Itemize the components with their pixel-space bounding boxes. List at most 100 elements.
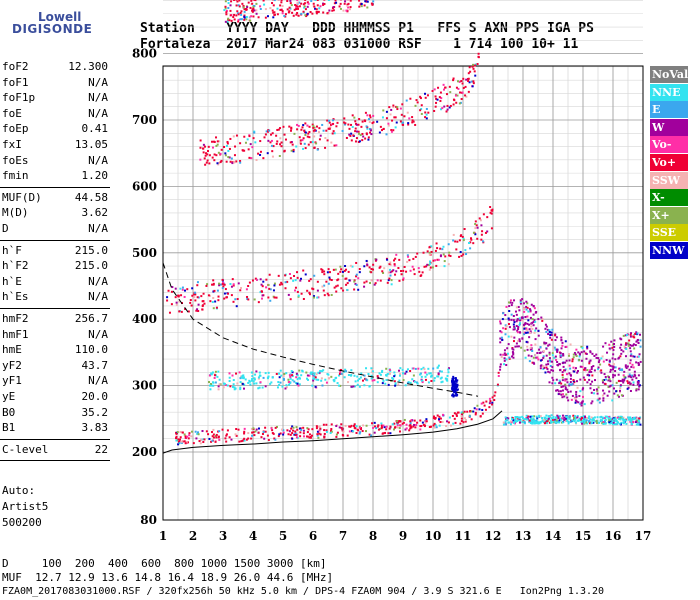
echo-mark	[523, 310, 526, 313]
echo-mark	[597, 386, 600, 389]
echo-mark	[525, 331, 528, 334]
echo-mark	[583, 417, 586, 420]
echo-mark	[253, 298, 256, 301]
echo-mark	[423, 265, 426, 268]
echo-mark	[366, 0, 369, 3]
echo-mark	[235, 160, 238, 163]
echo-mark	[361, 132, 364, 135]
echo-mark	[542, 356, 545, 359]
echo-mark	[541, 419, 544, 422]
echo-mark	[454, 379, 457, 382]
echo-mark	[500, 336, 503, 339]
echo-mark	[296, 382, 299, 385]
param-row-hmf2: hmF2 256.7	[2, 312, 108, 327]
echo-mark	[392, 106, 395, 109]
echo-mark	[370, 367, 373, 370]
echo-mark	[562, 365, 565, 368]
param-row-foes: foEs N/A	[2, 154, 108, 169]
echo-mark	[522, 421, 525, 424]
echo-mark	[440, 381, 443, 384]
echo-mark	[613, 418, 616, 421]
echo-mark	[514, 345, 517, 348]
echo-mark	[622, 419, 625, 422]
echo-mark	[208, 384, 211, 387]
echo-mark	[312, 124, 315, 127]
echo-mark	[566, 381, 569, 384]
echo-mark	[274, 438, 277, 441]
echo-mark	[276, 386, 279, 389]
echo-mark	[620, 394, 623, 397]
echo-mark	[219, 283, 222, 286]
echo-mark	[181, 431, 184, 434]
echo-mark	[349, 0, 352, 2]
echo-mark	[413, 419, 416, 422]
echo-mark	[525, 308, 528, 311]
echo-mark	[240, 286, 243, 289]
echo-mark	[354, 130, 357, 133]
echo-mark	[538, 421, 541, 424]
echo-mark	[628, 368, 631, 371]
echo-mark	[358, 0, 361, 2]
echo-mark	[443, 88, 446, 91]
echo-mark	[257, 152, 260, 155]
echo-mark	[403, 265, 406, 268]
echo-mark	[447, 367, 450, 370]
echo-mark	[335, 125, 338, 128]
echo-mark	[348, 8, 351, 11]
echo-mark	[532, 313, 535, 316]
echo-mark	[523, 418, 526, 421]
echo-mark	[388, 427, 391, 430]
echo-mark	[441, 107, 444, 110]
echo-mark	[513, 420, 516, 423]
echo-mark	[178, 438, 181, 441]
echo-mark	[363, 285, 366, 288]
echo-mark	[416, 421, 419, 424]
echo-mark	[227, 292, 230, 295]
echo-mark	[614, 366, 617, 369]
echo-mark	[556, 389, 559, 392]
echo-mark	[472, 410, 475, 413]
echo-mark	[518, 421, 521, 424]
echo-mark	[627, 416, 630, 419]
echo-mark	[252, 137, 255, 140]
echo-mark	[472, 242, 475, 245]
echo-mark	[613, 339, 616, 342]
echo-mark	[175, 435, 178, 438]
echo-mark	[589, 351, 592, 354]
echo-mark	[314, 376, 317, 379]
echo-mark	[239, 159, 242, 162]
echo-mark	[315, 427, 318, 430]
echo-mark	[544, 419, 547, 422]
echo-mark	[623, 379, 626, 382]
echo-mark	[233, 0, 236, 1]
echo-mark	[398, 279, 401, 282]
echo-mark	[438, 370, 441, 373]
echo-mark	[504, 354, 507, 357]
echo-mark	[504, 314, 507, 317]
echo-mark	[438, 419, 441, 422]
echo-mark	[258, 374, 261, 377]
echo-mark	[442, 83, 445, 86]
echo-mark	[632, 416, 635, 419]
echo-mark	[327, 294, 330, 297]
echo-mark	[344, 0, 347, 3]
echo-mark	[518, 340, 521, 343]
echo-mark	[307, 143, 310, 146]
echo-mark	[365, 0, 368, 3]
param-row-clevel: C-level 22	[2, 443, 108, 458]
echo-mark	[469, 70, 472, 73]
echo-mark	[596, 389, 599, 392]
echo-mark	[208, 437, 211, 440]
echo-mark	[530, 303, 533, 306]
echo-mark	[551, 376, 554, 379]
echo-mark	[516, 420, 519, 423]
echo-mark	[359, 376, 362, 379]
echo-mark	[332, 6, 335, 9]
echo-mark	[260, 290, 263, 293]
echo-mark	[637, 374, 640, 377]
echo-mark	[251, 2, 254, 5]
echo-mark	[302, 3, 305, 6]
echo-mark	[262, 0, 265, 1]
echo-mark	[618, 422, 621, 425]
